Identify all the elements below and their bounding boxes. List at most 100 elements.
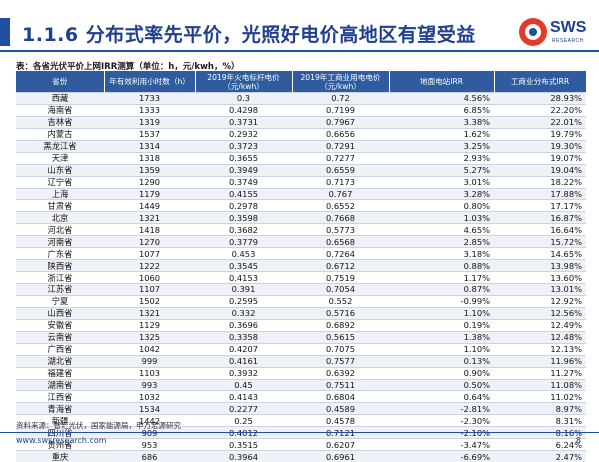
value-cell: 13.01% [494,284,586,296]
column-header: 2019年火电标杆电价（元/kwh） [195,71,292,93]
value-cell: 0.391 [195,284,292,296]
value-cell: 0.7511 [292,379,389,391]
value-cell: 0.50% [389,379,494,391]
province-cell: 青海省 [16,403,104,415]
province-cell: 天津 [16,152,104,164]
province-cell: 西藏 [16,93,104,105]
logo-wordmark: SWS [550,19,586,37]
value-cell: 1032 [104,391,195,403]
value-cell: 1.62% [389,128,494,140]
value-cell: 0.3696 [195,319,292,331]
value-cell: 0.3964 [195,451,292,462]
irr-table: 省份年有效利用小时数（h）2019年火电标杆电价（元/kwh）2019年工商业用… [16,71,587,462]
value-cell: 19.30% [494,140,586,152]
sws-logo: SWS RESEARCH [519,14,585,54]
value-cell: 0.4578 [292,415,389,427]
value-cell: 1333 [104,104,195,116]
value-cell: 0.3731 [195,116,292,128]
value-cell: 3.28% [389,188,494,200]
value-cell: 22.01% [494,116,586,128]
logo-subtitle: RESEARCH [552,38,584,44]
value-cell: 0.767 [292,188,389,200]
value-cell: 1.17% [389,272,494,284]
value-cell: 0.4161 [195,355,292,367]
value-cell: 1.10% [389,307,494,319]
column-header: 工商业分布式IRR [494,71,586,93]
province-cell: 宁夏 [16,295,104,307]
value-cell: 0.7199 [292,104,389,116]
value-cell: 0.7264 [292,248,389,260]
footer-divider [0,432,599,433]
value-cell: 0.3358 [195,331,292,343]
province-cell: 江苏省 [16,284,104,296]
value-cell: 14.65% [494,248,586,260]
value-cell: 1129 [104,319,195,331]
column-header: 2019年工商业用电电价（元/kwh） [292,71,389,93]
province-cell: 陕西省 [16,260,104,272]
value-cell: 15.72% [494,236,586,248]
province-cell: 河南省 [16,236,104,248]
value-cell: 1537 [104,128,195,140]
value-cell: 953 [104,439,195,451]
value-cell: 6.85% [389,104,494,116]
value-cell: -2.30% [389,415,494,427]
value-cell: 0.3598 [195,212,292,224]
page-number: 8 [576,436,581,445]
province-cell: 广西省 [16,343,104,355]
value-cell: 11.08% [494,379,586,391]
value-cell: 0.4207 [195,343,292,355]
value-cell: 0.6552 [292,200,389,212]
value-cell: 1107 [104,284,195,296]
value-cell: 1321 [104,307,195,319]
value-cell: 2.93% [389,152,494,164]
value-cell: 19.04% [494,164,586,176]
value-cell: 0.7577 [292,355,389,367]
value-cell: 2.85% [389,236,494,248]
value-cell: 0.88% [389,260,494,272]
value-cell: 0.80% [389,200,494,212]
value-cell: -6.69% [389,451,494,462]
value-cell: 4.65% [389,224,494,236]
website-link[interactable]: www.swsresearch.com [16,436,107,445]
value-cell: 0.3515 [195,439,292,451]
value-cell: -0.99% [389,295,494,307]
value-cell: 0.19% [389,319,494,331]
column-header: 地面电站IRR [389,71,494,93]
value-cell: 0.5716 [292,307,389,319]
province-cell: 山东省 [16,164,104,176]
value-cell: 0.7967 [292,116,389,128]
value-cell: 0.2978 [195,200,292,212]
value-cell: 11.27% [494,367,586,379]
value-cell: 1042 [104,343,195,355]
value-cell: 0.453 [195,248,292,260]
value-cell: 5.27% [389,164,494,176]
province-cell: 山西省 [16,307,104,319]
value-cell: 0.7054 [292,284,389,296]
value-cell: 0.3949 [195,164,292,176]
value-cell: 8.97% [494,403,586,415]
value-cell: 1318 [104,152,195,164]
value-cell: 1.10% [389,343,494,355]
value-cell: 17.17% [494,200,586,212]
value-cell: 28.93% [494,93,586,105]
value-cell: 17.88% [494,188,586,200]
value-cell: 0.4153 [195,272,292,284]
title-divider [0,50,599,52]
value-cell: 1.38% [389,331,494,343]
